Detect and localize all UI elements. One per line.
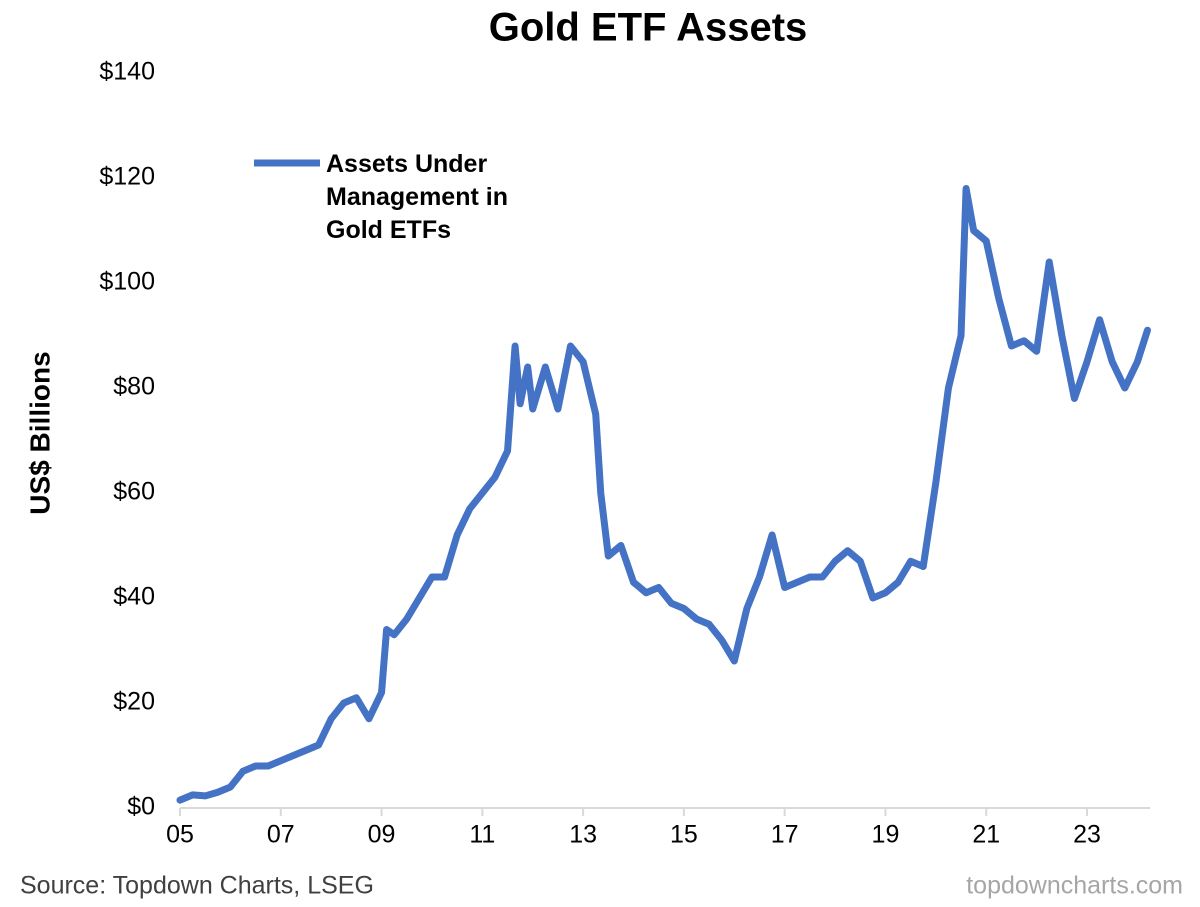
y-tick-label: $140 <box>99 58 155 86</box>
y-axis-label: US$ Billions <box>24 351 55 514</box>
y-tick-label: $60 <box>113 478 155 506</box>
x-tick-label: 11 <box>469 821 495 849</box>
x-tick-label: 15 <box>670 821 698 849</box>
x-tick-label: 23 <box>1073 821 1101 849</box>
y-tick-label: $40 <box>113 583 155 611</box>
chart-title: Gold ETF Assets <box>489 6 808 50</box>
y-tick-label: $0 <box>127 793 155 821</box>
x-tick-label: 19 <box>872 821 900 849</box>
y-tick-label: $80 <box>113 373 155 401</box>
y-tick-label: $120 <box>99 163 155 191</box>
x-tick-label: 09 <box>368 821 396 849</box>
watermark: topdowncharts.com <box>966 872 1183 900</box>
y-tick-label: $20 <box>113 688 155 716</box>
data-line <box>176 185 1151 804</box>
x-tick-label: 07 <box>267 821 295 849</box>
x-tick-label: 17 <box>771 821 799 849</box>
legend-label: Assets Under Management in Gold ETFs <box>326 150 508 244</box>
source: Source: Topdown Charts, LSEG <box>20 872 374 900</box>
x-tick-label: 05 <box>166 821 194 849</box>
x-tick-label: 21 <box>972 821 1000 849</box>
x-tick-label: 13 <box>569 821 597 849</box>
y-tick-label: $100 <box>99 268 155 296</box>
